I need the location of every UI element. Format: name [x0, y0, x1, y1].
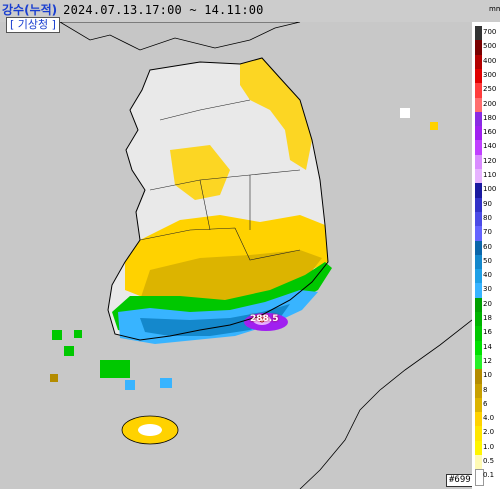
legend-swatch	[475, 183, 482, 199]
legend-swatch	[475, 169, 482, 184]
legend-swatch	[475, 440, 482, 456]
legend-tick-label: 30	[483, 285, 492, 294]
legend-tick-label: 2.0	[483, 428, 495, 437]
island-rain-5	[100, 360, 130, 378]
ulleung-area	[430, 122, 438, 130]
legend-tick-label: 50	[483, 256, 492, 265]
legend-tick-label: 18	[483, 314, 492, 322]
legend-swatch	[475, 68, 482, 84]
legend-tick-label: 180	[483, 113, 497, 122]
peak-marker	[259, 317, 265, 323]
legend-swatch	[475, 154, 482, 170]
legend-tick-label: 90	[483, 199, 492, 208]
legend-tick-label: 60	[483, 242, 492, 251]
japan-coast	[299, 319, 472, 489]
legend-tick-label: 300	[483, 70, 497, 79]
island-rain-1	[52, 330, 62, 340]
legend-tick-label: 14	[483, 342, 492, 351]
legend-swatch	[475, 140, 482, 156]
legend-swatch	[475, 54, 482, 70]
legend-swatch	[475, 455, 482, 470]
legend-tick-label: 700	[483, 28, 497, 36]
rain-zone-light-central	[170, 145, 230, 200]
legend-tick-label: 12	[483, 356, 492, 365]
legend-swatch	[475, 126, 482, 142]
legend-swatch	[475, 283, 482, 299]
legend-tick-label: 100	[483, 185, 497, 194]
legend-tick-label: 500	[483, 42, 497, 51]
legend-swatch	[475, 40, 482, 56]
precip-label: 강수(누적)	[2, 3, 58, 17]
legend-swatch	[475, 240, 482, 256]
agency-badge: [ 기상청 ]	[6, 17, 60, 33]
page-title: 강수(누적) 2024.07.13.17:00 ~ 14.11:00	[2, 1, 264, 18]
legend-swatch	[475, 469, 484, 487]
island-rain-4	[50, 374, 58, 382]
legend-tick-label: 20	[483, 299, 492, 308]
legend-swatch	[475, 197, 482, 213]
legend-tick-label: 10	[483, 371, 492, 380]
legend-swatch	[475, 383, 482, 399]
legend-tick-label: 4.0	[483, 414, 495, 423]
legend-tick-label: 70	[483, 228, 492, 237]
legend-tick-label: 40	[483, 271, 492, 280]
legend-swatch	[475, 426, 482, 442]
legend-swatch	[475, 83, 482, 99]
legend-swatch	[475, 397, 482, 413]
legend-swatch	[475, 312, 482, 327]
dokdo-area	[400, 108, 410, 118]
legend-tick-label: 140	[483, 142, 497, 151]
legend-swatch	[475, 354, 482, 370]
legend-swatch	[475, 97, 482, 113]
legend-tick-label: 160	[483, 128, 497, 137]
jeju-center	[138, 424, 162, 436]
island-rain-3	[74, 330, 82, 338]
map-code: #699	[446, 474, 474, 487]
precipitation-map	[0, 22, 472, 489]
legend-unit: mm	[489, 5, 500, 13]
legend-tick-label: 400	[483, 56, 497, 65]
rain-zone-light-north	[240, 58, 312, 170]
peak-value: 288.5	[250, 314, 279, 324]
legend-tick-label: 16	[483, 328, 492, 337]
legend-tick-label: 250	[483, 85, 497, 94]
legend-swatch	[475, 254, 482, 270]
legend-swatch	[475, 111, 482, 127]
legend-tick-label: 80	[483, 213, 492, 222]
legend-tick-label: 6	[483, 399, 488, 408]
legend-tick-label: 1.0	[483, 442, 495, 451]
legend-swatch	[475, 340, 482, 356]
time-range: 2024.07.13.17:00 ~ 14.11:00	[63, 3, 264, 17]
legend-tick-label: 8	[483, 385, 488, 394]
legend-swatch	[475, 369, 482, 385]
north-land	[59, 22, 301, 51]
legend-swatch	[475, 412, 482, 428]
legend-swatch	[475, 326, 482, 342]
island-rain-6	[125, 380, 135, 390]
legend-swatch	[475, 226, 482, 242]
legend-swatch	[475, 269, 482, 285]
legend-tick-label: 110	[483, 171, 497, 179]
legend-tick-label: 120	[483, 156, 497, 165]
province-boundaries	[139, 99, 301, 261]
legend-swatch	[475, 211, 482, 227]
coastline	[107, 57, 329, 341]
legend-swatch	[475, 297, 482, 313]
legend-swatch	[475, 26, 482, 41]
legend-tick-label: 0.1	[483, 471, 495, 480]
legend-tick-label: 0.5	[483, 457, 495, 465]
island-rain-2	[64, 346, 74, 356]
island-rain-7	[160, 378, 172, 388]
legend-tick-label: 200	[483, 99, 497, 108]
